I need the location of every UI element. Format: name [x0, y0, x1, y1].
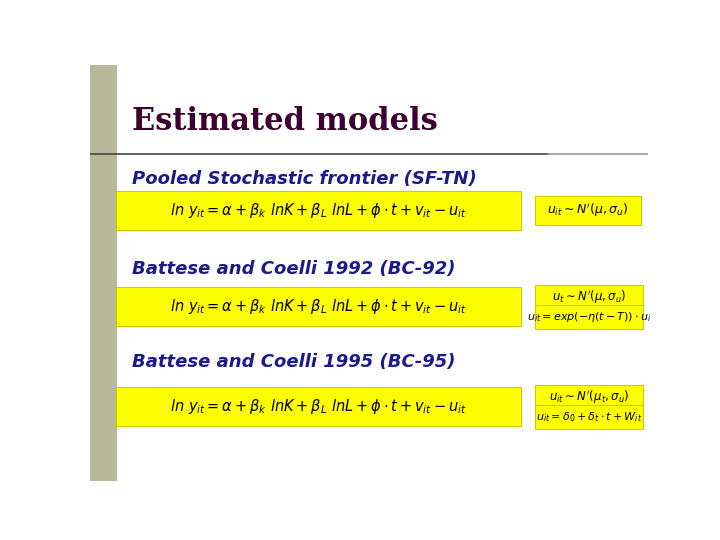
- FancyBboxPatch shape: [90, 65, 117, 481]
- Text: $u_{it} \sim N^{\prime}(\mu, \sigma_u)$: $u_{it} \sim N^{\prime}(\mu, \sigma_u)$: [547, 202, 629, 219]
- FancyBboxPatch shape: [535, 285, 643, 309]
- FancyBboxPatch shape: [116, 287, 521, 326]
- FancyBboxPatch shape: [116, 191, 521, 230]
- Text: Pooled Stochastic frontier (SF-TN): Pooled Stochastic frontier (SF-TN): [132, 170, 477, 188]
- Text: $u_{it} = exp(-\eta(t-T))\cdot u_i$: $u_{it} = exp(-\eta(t-T))\cdot u_i$: [527, 310, 651, 324]
- FancyBboxPatch shape: [535, 196, 642, 225]
- FancyBboxPatch shape: [535, 385, 643, 409]
- FancyBboxPatch shape: [535, 405, 643, 429]
- FancyBboxPatch shape: [535, 305, 643, 329]
- Text: $ln\ y_{it} = \alpha + \beta_k\ ln K + \beta_L\ ln L + \phi \cdot t + v_{it} - u: $ln\ y_{it} = \alpha + \beta_k\ ln K + \…: [171, 397, 467, 416]
- Text: $u_{it} = \delta_0 + \delta_t \cdot t + W_{it}$: $u_{it} = \delta_0 + \delta_t \cdot t + …: [536, 410, 642, 424]
- Text: $ln\ y_{it} = \alpha + \beta_k\ ln K + \beta_L\ ln L + \phi \cdot t + v_{it} - u: $ln\ y_{it} = \alpha + \beta_k\ ln K + \…: [171, 297, 467, 316]
- Text: $u_{it} \sim N^{\prime}(\mu_t, \sigma_u)$: $u_{it} \sim N^{\prime}(\mu_t, \sigma_u)…: [549, 388, 629, 406]
- Text: Battese and Coelli 1992 (BC-92): Battese and Coelli 1992 (BC-92): [132, 260, 455, 278]
- Text: Battese and Coelli 1995 (BC-95): Battese and Coelli 1995 (BC-95): [132, 353, 455, 371]
- Text: $u_t \sim N^{\prime}(\mu, \sigma_u)$: $u_t \sim N^{\prime}(\mu, \sigma_u)$: [552, 288, 626, 306]
- Text: Estimated models: Estimated models: [132, 106, 438, 137]
- Text: $ln\ y_{it} = \alpha + \beta_k\ ln K + \beta_L\ ln L + \phi \cdot t + v_{it} - u: $ln\ y_{it} = \alpha + \beta_k\ ln K + \…: [171, 201, 467, 220]
- FancyBboxPatch shape: [116, 387, 521, 426]
